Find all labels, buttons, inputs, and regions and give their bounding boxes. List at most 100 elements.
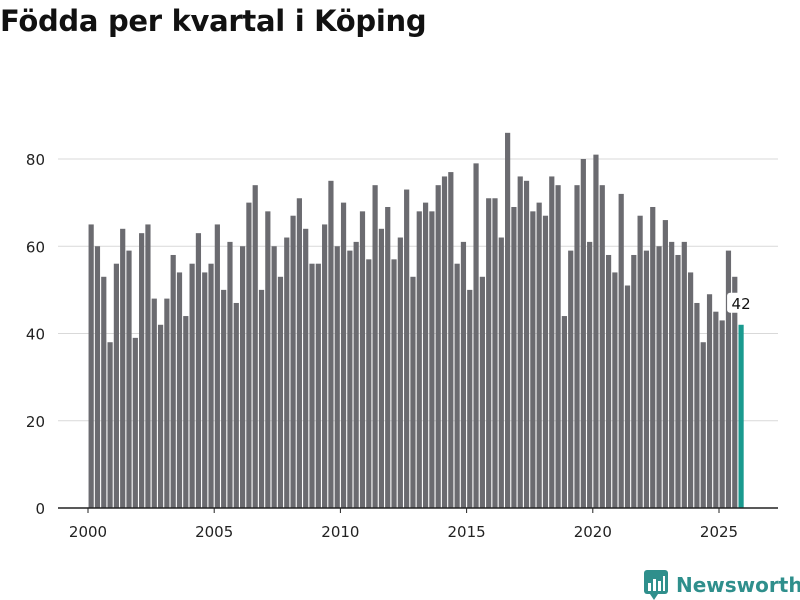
bar [145, 224, 151, 508]
bar [422, 202, 429, 508]
bar [587, 241, 593, 508]
bar [454, 263, 460, 508]
bar [675, 254, 681, 508]
bar [94, 246, 101, 508]
bar [479, 276, 485, 508]
bar [366, 259, 372, 508]
bar [706, 294, 713, 508]
bar [593, 154, 599, 508]
y-tick-label: 80 [26, 151, 45, 169]
bar [239, 246, 246, 508]
bar [460, 241, 467, 508]
y-tick-label: 40 [26, 326, 45, 344]
bar [631, 254, 637, 508]
bar [126, 250, 132, 509]
brand-name: Newsworthy [676, 573, 800, 597]
bar [265, 211, 271, 508]
bar [328, 180, 334, 508]
bar [303, 228, 309, 509]
highlight-label: 42 [732, 295, 751, 313]
bar [404, 189, 410, 508]
bar [549, 176, 555, 508]
bar [523, 180, 530, 508]
bar [669, 241, 675, 508]
y-tick-label: 0 [35, 500, 45, 518]
bar [378, 228, 385, 509]
bar [391, 259, 397, 508]
bar [397, 237, 403, 508]
bar [605, 254, 612, 508]
y-tick-label: 60 [26, 238, 45, 256]
bar [322, 224, 328, 508]
bar [448, 172, 454, 508]
bar [258, 289, 265, 508]
bar [568, 250, 574, 509]
bar [309, 263, 315, 508]
x-tick-label: 2020 [574, 523, 612, 541]
x-tick-label: 2010 [321, 523, 359, 541]
bar [359, 211, 366, 508]
newsworthy-logo-icon [644, 570, 668, 600]
bar [467, 289, 473, 508]
bar [580, 159, 586, 508]
bar [353, 241, 359, 508]
bar [498, 237, 504, 508]
bar [151, 298, 157, 508]
bar [694, 302, 700, 508]
x-tick-label: 2015 [448, 523, 486, 541]
y-axis-ticks: 0 20 40 60 80 [26, 151, 45, 518]
bar [340, 202, 347, 508]
bar [233, 302, 239, 508]
bar [656, 246, 662, 508]
x-tick-label: 2025 [700, 523, 738, 541]
bar [120, 228, 126, 509]
bar [334, 246, 340, 508]
bar [725, 250, 732, 509]
brand: Newsworthy [644, 570, 800, 600]
bar [347, 250, 353, 509]
bar [385, 206, 391, 509]
bar [612, 272, 618, 508]
bar [214, 224, 220, 508]
bar [511, 206, 517, 509]
y-tick-label: 20 [26, 413, 45, 431]
bar [107, 342, 113, 508]
x-tick-label: 2000 [69, 523, 107, 541]
bar [719, 320, 725, 508]
bar [202, 272, 208, 508]
bar [221, 289, 227, 508]
bar-highlight [738, 324, 744, 508]
bar [536, 202, 542, 508]
bar [700, 342, 706, 508]
bar [101, 276, 107, 508]
bar [170, 254, 176, 508]
bar [688, 272, 694, 508]
bar [195, 233, 202, 508]
bar [284, 237, 290, 508]
bar [246, 202, 252, 508]
bar [372, 185, 378, 509]
bar [271, 246, 277, 508]
bar [296, 198, 302, 508]
bar [189, 263, 195, 508]
bar [441, 176, 448, 508]
bar [561, 316, 568, 508]
bar [416, 211, 422, 508]
bar [618, 193, 624, 508]
bar [176, 272, 183, 508]
bar [157, 324, 164, 508]
bar [732, 276, 738, 508]
bar [517, 176, 523, 508]
bar [132, 337, 138, 508]
bar [542, 215, 549, 508]
bar [164, 298, 170, 508]
bar [681, 241, 687, 508]
bar [208, 263, 214, 508]
x-tick-label: 2005 [195, 523, 233, 541]
bars [88, 132, 744, 509]
x-axis-ticks: 2000 2005 2010 2015 2020 2025 [69, 508, 738, 541]
bar [473, 163, 479, 509]
bar [277, 276, 284, 508]
bar [555, 185, 561, 509]
